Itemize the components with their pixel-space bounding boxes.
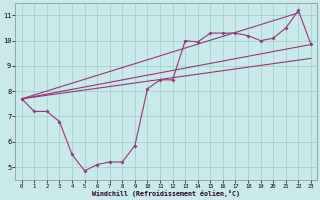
X-axis label: Windchill (Refroidissement éolien,°C): Windchill (Refroidissement éolien,°C) <box>92 190 240 197</box>
